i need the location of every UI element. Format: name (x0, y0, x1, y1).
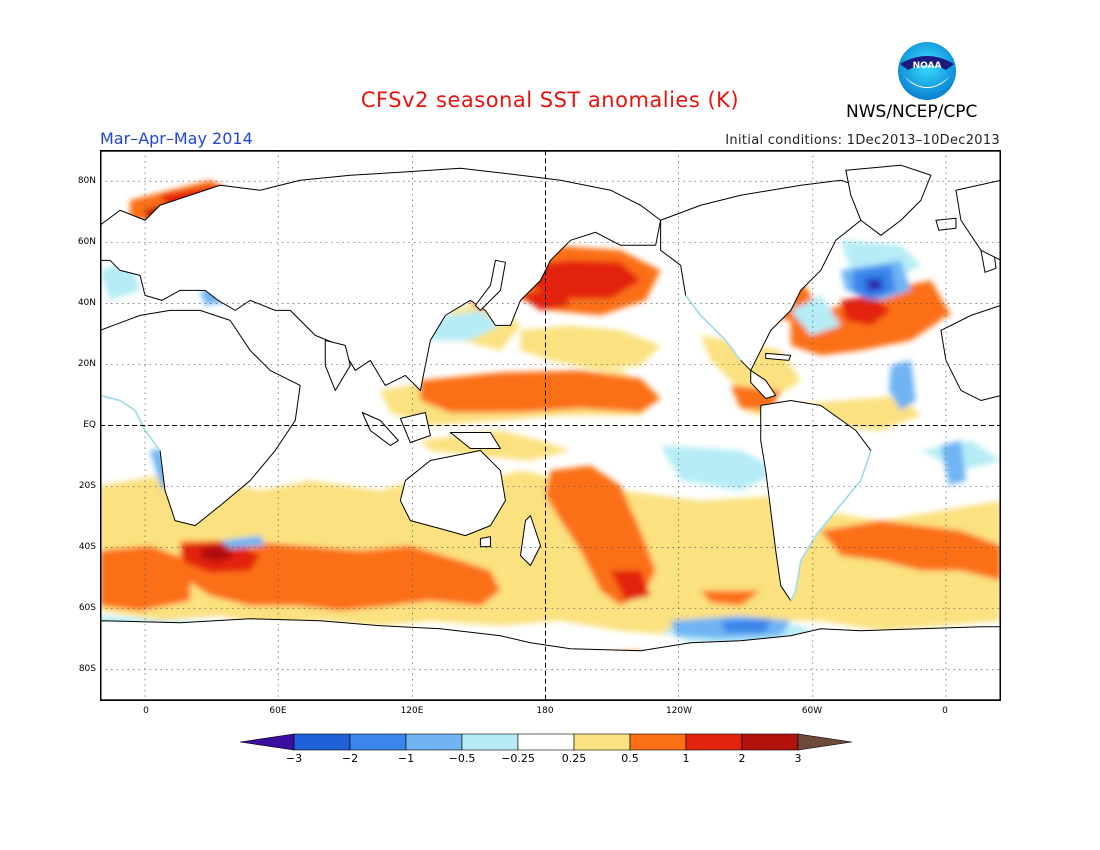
new-zealand-island (519, 515, 541, 567)
legend-cell (293, 733, 351, 751)
agency-label: NWS/NCEP/CPC (846, 102, 978, 122)
legend-tick-label: 2 (738, 752, 746, 765)
land-masses (100, 164, 1001, 701)
legend-cell-high (797, 733, 853, 751)
map-canvas (99, 149, 1002, 702)
legend-tick-label: −3 (285, 752, 303, 765)
japan-island (474, 259, 506, 311)
lon-label-0: 0 (143, 706, 149, 716)
legend-cell (629, 733, 687, 751)
legend-cell (741, 733, 799, 751)
logo-text: NOAA (913, 61, 942, 71)
legend-cell (517, 733, 575, 751)
lon-label-0-east: 0 (942, 706, 948, 716)
lat-label-40s: 40S (78, 542, 96, 552)
lon-label-120e: 120E (400, 706, 424, 716)
initial-conditions-label: Initial conditions: 1Dec2013–10Dec2013 (725, 133, 1000, 148)
greenland-landmass (845, 164, 932, 236)
new-guinea-island (449, 432, 501, 450)
map-frame (99, 149, 1002, 702)
legend-cell (685, 733, 743, 751)
equator-dateline (100, 150, 1001, 701)
legend-tick-label: 0.25 (561, 752, 587, 765)
color-legend (238, 732, 862, 756)
lat-label-eq: EQ (83, 420, 96, 430)
legend-tick-label: −1 (397, 752, 415, 765)
iceland-island (935, 217, 957, 231)
lon-label-180: 180 (536, 706, 554, 716)
cuba-island (765, 352, 792, 361)
season-label: Mar–Apr–May 2014 (100, 129, 253, 148)
legend-tick-label: 1 (682, 752, 690, 765)
legend-cell (405, 733, 463, 751)
lon-label-60e: 60E (269, 706, 287, 716)
central-america-landmass (750, 369, 777, 399)
noaa-logo: NOAA (892, 40, 962, 106)
map-title: CFSv2 seasonal SST anomalies (K) (360, 88, 740, 112)
legend-cell-low (239, 733, 295, 751)
scandinavia-right-landmass (955, 179, 1001, 261)
coastal-shelves (100, 294, 872, 602)
lat-label-80s: 80S (78, 664, 96, 674)
borneo-island (399, 411, 431, 444)
legend-cell (349, 733, 407, 751)
europe-right-landmass (940, 304, 1001, 401)
legend-tick-label: 3 (794, 752, 802, 765)
lat-label-40n: 40N (77, 298, 96, 308)
antarctica-landmass (100, 618, 1001, 701)
lat-label-60s: 60S (78, 603, 96, 613)
tasmania-island (479, 536, 491, 548)
sst-anomaly-map (99, 149, 1002, 705)
legend-tick-label: 0.5 (621, 752, 639, 765)
lat-label-20n: 20N (77, 359, 96, 369)
lat-label-20s: 20S (78, 481, 96, 491)
lat-label-80n: 80N (77, 176, 96, 186)
lat-label-60n: 60N (77, 237, 96, 247)
legend-tick-label: −2 (341, 752, 359, 765)
australia-landmass (399, 450, 506, 537)
legend-cell (573, 733, 631, 751)
legend-tick-label: −0.5 (448, 752, 476, 765)
legend-cell (461, 733, 519, 751)
legend-tick-label: −0.25 (501, 752, 535, 765)
india-landmass (324, 339, 351, 391)
lon-label-120w: 120W (665, 706, 693, 716)
sumatra-island (361, 411, 399, 447)
lon-label-60w: 60W (801, 706, 823, 716)
